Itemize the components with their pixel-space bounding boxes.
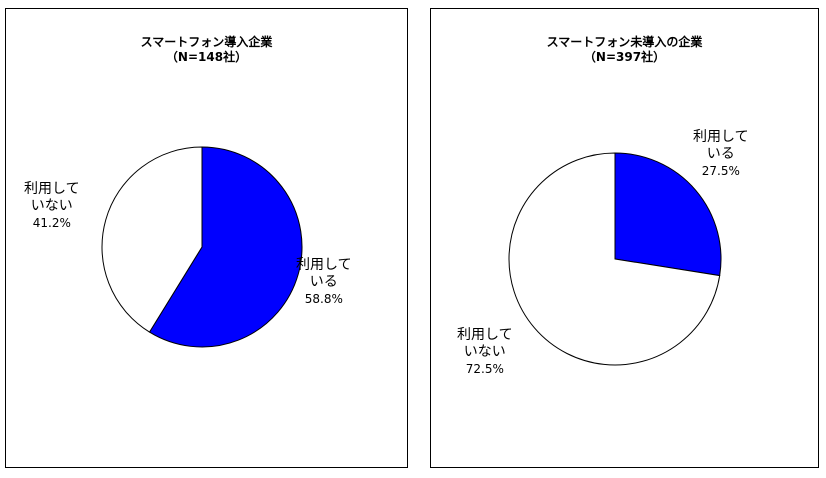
slice-value-label: 58.8% <box>304 292 343 306</box>
pie-chart-right <box>508 152 722 366</box>
slice-label-line2: いない <box>463 344 506 360</box>
chart-title: スマートフォン未導入の企業 <box>546 35 703 49</box>
slice-label-line2: いない <box>30 198 73 214</box>
chart-panel-left: スマートフォン導入企業 （N=148社） 利用して いる 58.8% 利用して … <box>5 8 408 468</box>
chart-subtitle: （N=148社） <box>165 50 248 64</box>
slice-label-not-using: 利用して いない 72.5% <box>457 327 513 378</box>
pie-slice-not-using <box>508 152 721 366</box>
pie-chart-left <box>101 146 303 348</box>
pie-slice-using <box>614 152 722 277</box>
chart-panel-right: スマートフォン未導入の企業 （N=397社） 利用して いる 27.5% 利用し… <box>430 8 819 468</box>
chart-subtitle: （N=397社） <box>583 50 666 64</box>
pie-slice-using <box>148 146 303 348</box>
slice-label-line2: いる <box>706 146 735 162</box>
slice-label-line2: いる <box>309 274 338 290</box>
slice-label-line1: 利用して <box>24 181 80 197</box>
slice-label-line1: 利用して <box>693 129 749 145</box>
slice-value-label: 27.5% <box>701 164 740 178</box>
pie-slice-not-using <box>101 146 203 333</box>
slice-value-label: 72.5% <box>465 362 504 376</box>
slice-value-label: 41.2% <box>32 216 71 230</box>
slice-label-using: 利用して いる 58.8% <box>296 257 352 308</box>
slice-label-line1: 利用して <box>457 327 513 343</box>
slice-label-not-using: 利用して いない 41.2% <box>24 181 80 232</box>
slice-label-line1: 利用して <box>296 257 352 273</box>
slice-label-using: 利用して いる 27.5% <box>693 129 749 180</box>
chart-title: スマートフォン導入企業 <box>140 35 273 49</box>
